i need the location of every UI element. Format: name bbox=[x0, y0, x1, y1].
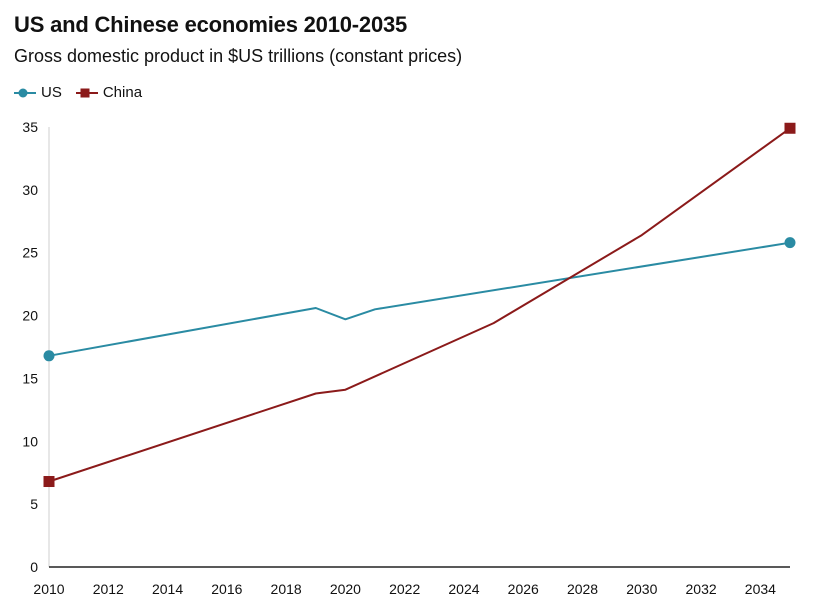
x-tick-label-2024: 2024 bbox=[448, 581, 479, 597]
legend-item-us: US bbox=[14, 84, 62, 101]
data-point-us-2010 bbox=[43, 350, 55, 362]
y-tick-label-15: 15 bbox=[22, 370, 38, 386]
data-point-china-2010 bbox=[43, 476, 55, 488]
y-tick-label-30: 30 bbox=[22, 182, 38, 198]
x-tick-label-2034: 2034 bbox=[745, 581, 776, 597]
x-tick-label-2028: 2028 bbox=[567, 581, 598, 597]
x-tick-label-2012: 2012 bbox=[93, 581, 124, 597]
x-tick-label-2030: 2030 bbox=[626, 581, 657, 597]
series-line-china bbox=[48, 127, 791, 483]
legend-marker-us bbox=[14, 88, 36, 97]
x-tick-label-2022: 2022 bbox=[389, 581, 420, 597]
x-tick-label-2026: 2026 bbox=[508, 581, 539, 597]
y-tick-label-35: 35 bbox=[22, 119, 38, 135]
y-tick-label-25: 25 bbox=[22, 245, 38, 261]
y-tick-label-20: 20 bbox=[22, 308, 38, 324]
legend-marker-china bbox=[75, 88, 98, 97]
y-tick-label-5: 5 bbox=[30, 496, 38, 512]
x-tick-label-2010: 2010 bbox=[33, 581, 64, 597]
legend-label-us: US bbox=[41, 84, 62, 101]
x-tick-label-2032: 2032 bbox=[686, 581, 717, 597]
x-tick-label-2020: 2020 bbox=[330, 581, 361, 597]
x-tick-label-2018: 2018 bbox=[271, 581, 302, 597]
legend-item-china: China bbox=[75, 84, 143, 101]
y-tick-label-10: 10 bbox=[22, 433, 38, 449]
data-point-china-2035 bbox=[784, 122, 796, 134]
x-tick-label-2016: 2016 bbox=[211, 581, 242, 597]
y-tick-label-0: 0 bbox=[30, 559, 38, 575]
x-tick-label-2014: 2014 bbox=[152, 581, 183, 597]
series-line-us bbox=[48, 241, 791, 357]
chart-title: US and Chinese economies 2010-2035 bbox=[14, 12, 408, 37]
legend-label-china: China bbox=[102, 84, 143, 101]
chart-subtitle: Gross domestic product in $US trillions … bbox=[14, 46, 463, 66]
data-point-us-2035 bbox=[784, 237, 796, 249]
legend: US China bbox=[14, 84, 156, 101]
